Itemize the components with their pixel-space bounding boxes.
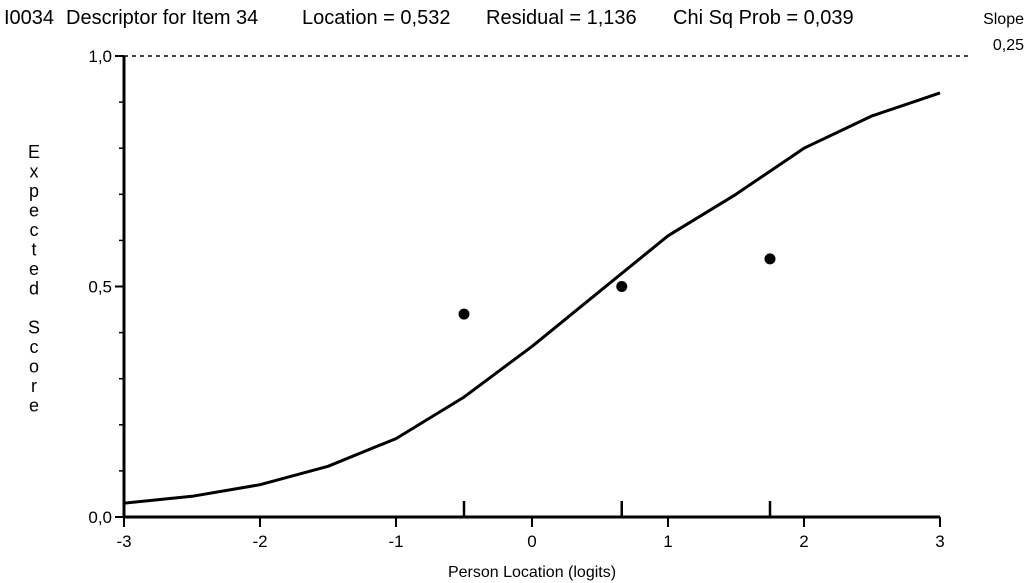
slope-value: 0,25 xyxy=(993,37,1024,54)
location-stat: Location = 0,532 xyxy=(302,7,450,29)
x-tick-label: 0 xyxy=(527,532,536,551)
x-tick-label: 3 xyxy=(935,532,944,551)
plot-area: 0,0 0,5 1,0 -3 -2 -1 0 1 2 3 xyxy=(88,47,970,551)
x-tick-label: -2 xyxy=(252,532,267,551)
observed-point xyxy=(458,308,470,320)
observed-point xyxy=(616,281,628,292)
slope-label: Slope xyxy=(983,11,1024,28)
expected-score-curve xyxy=(123,91,941,505)
y-tick-label: 0,5 xyxy=(88,278,112,297)
item-descriptor: Descriptor for Item 34 xyxy=(66,7,258,29)
observed-point xyxy=(764,253,776,265)
x-tick-label: -1 xyxy=(388,532,403,551)
x-tick-label: 2 xyxy=(799,532,808,551)
y-tick-label: 1,0 xyxy=(88,47,112,66)
chi-sq-prob-stat: Chi Sq Prob = 0,039 xyxy=(673,7,854,29)
x-axis-label: Person Location (logits) xyxy=(448,564,616,581)
y-tick-label: 0,0 xyxy=(88,508,112,527)
item-id: I0034 xyxy=(4,7,54,29)
residual-stat: Residual = 1,136 xyxy=(486,7,637,29)
x-tick-label: 1 xyxy=(663,532,672,551)
x-tick-label: -3 xyxy=(116,532,131,551)
